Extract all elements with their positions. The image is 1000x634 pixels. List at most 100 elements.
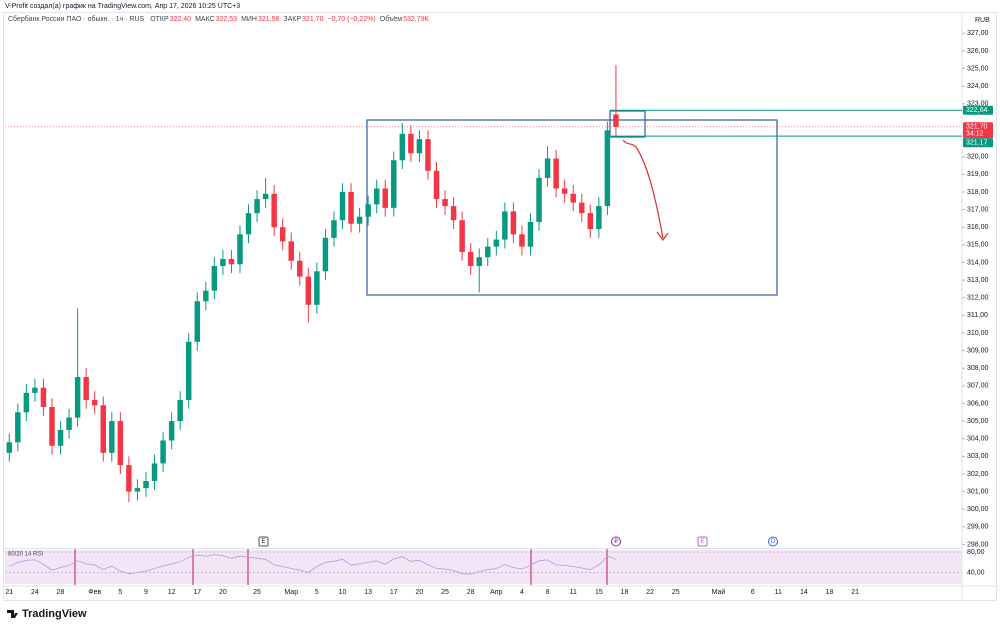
candle-body	[288, 241, 294, 261]
x-tick-label: 25	[672, 589, 680, 596]
y-tick-label: 320,00	[967, 154, 989, 161]
x-tick-label: 12	[168, 589, 176, 596]
candle-body	[382, 188, 388, 208]
candle-body	[23, 392, 30, 413]
y-tick-label: 308,00	[967, 365, 989, 372]
event-text: E	[700, 539, 704, 545]
candle-body	[117, 421, 124, 466]
y-tick-label: 299,00	[967, 524, 989, 531]
countdown: 34:12	[966, 131, 984, 138]
candle-body	[536, 177, 542, 222]
x-tick-label: 28	[467, 589, 475, 596]
candle-body	[425, 139, 431, 171]
candle-body	[502, 211, 508, 240]
event-text: D	[771, 539, 776, 545]
candle-body	[297, 260, 303, 277]
legend-label: Объём	[380, 15, 402, 23]
candle-body	[203, 290, 209, 302]
y-tick-label: 310,00	[967, 330, 989, 337]
candle-body	[40, 387, 47, 408]
event-badges: E ₽ E D	[258, 536, 778, 547]
candle-body	[348, 192, 354, 224]
candle-body	[467, 251, 474, 267]
candle-body	[66, 417, 72, 430]
symbol: Сбербанк России ПАО · обыкн. · 1ч · RUS	[8, 15, 145, 23]
candle-body	[134, 488, 141, 492]
legend-label: ОТКР	[150, 16, 169, 23]
legend-label: ЗАКР	[283, 16, 301, 23]
y-tick-label: 325,00	[967, 65, 989, 72]
candle-body	[391, 160, 397, 208]
x-tick-label: 21	[851, 589, 859, 596]
rsi-label: 80/20 14 RSI	[8, 552, 43, 558]
candle-body	[450, 206, 457, 221]
candle-body	[476, 257, 482, 267]
candle-body	[100, 405, 106, 453]
x-tick-label: Май	[712, 588, 726, 596]
legend-value: 321,58	[258, 16, 280, 23]
candle-body	[331, 220, 337, 238]
candle-body	[6, 442, 13, 453]
y-tick-label: 311,00	[967, 312, 988, 319]
legend-value: 321,70	[302, 16, 324, 23]
y-tick-label: 301,00	[967, 488, 989, 495]
candle-body	[245, 213, 252, 235]
event-text: E	[261, 539, 265, 545]
price-badge	[963, 105, 993, 115]
x-tick-label: 24	[31, 589, 39, 596]
candle-body	[579, 202, 585, 214]
y-tick-label: 319,00	[967, 171, 989, 178]
y-tick-label: 313,00	[967, 277, 989, 284]
candle-body	[459, 220, 465, 252]
candle-body	[220, 258, 226, 267]
x-tick-label: 14	[800, 589, 808, 596]
candle-body	[527, 221, 534, 247]
y-tick-label: 307,00	[967, 383, 989, 390]
rsi-line	[9, 554, 617, 575]
candle-body	[177, 399, 183, 422]
candle-body	[408, 133, 414, 154]
x-tick-label: 20	[416, 589, 424, 596]
y-tick-label: 318,00	[967, 189, 989, 196]
candle-body	[271, 193, 277, 228]
event-badge[interactable]	[258, 536, 269, 547]
x-tick-label: 25	[253, 589, 261, 596]
candle-body	[613, 114, 619, 127]
event-badge[interactable]	[611, 536, 621, 547]
event-badge[interactable]	[768, 536, 778, 547]
x-tick-label: Апр	[490, 589, 502, 596]
candle-body	[442, 199, 448, 207]
price-badge-text: 321,70	[966, 124, 988, 131]
price-badge	[963, 122, 993, 139]
candle-body	[254, 199, 260, 214]
x-tick-label: 25	[441, 589, 449, 596]
candle-body	[160, 440, 166, 464]
x-tick-label: Мар	[284, 589, 298, 596]
header: V-Profit создал(а) график на TradingView…	[5, 3, 240, 10]
candle-body	[211, 266, 218, 291]
x-tick-label: 11	[775, 589, 782, 596]
x-tick-label: 21	[5, 589, 13, 596]
candle-body	[279, 227, 286, 242]
rsi-band	[5, 550, 962, 584]
candle-body	[32, 387, 38, 393]
x-tick-label: 22	[646, 589, 654, 596]
x-tick-label: 10	[339, 589, 347, 596]
x-tick-label: 15	[595, 589, 603, 596]
y-tick-label: 314,00	[967, 259, 989, 266]
rsi-tick-label: 40,00	[967, 569, 985, 576]
price-badge-text: 321,17	[966, 140, 988, 147]
candle-body	[587, 213, 594, 230]
candle-body	[143, 481, 149, 489]
candle-body	[57, 429, 64, 446]
candle-body	[510, 211, 517, 235]
small-box	[609, 110, 646, 138]
event-badge[interactable]	[697, 536, 708, 547]
x-tick-label: Фев	[88, 589, 101, 596]
candle-body	[168, 421, 175, 441]
candle-body	[493, 239, 500, 247]
chart-frame	[3, 12, 997, 601]
y-tick-label: 315,00	[967, 242, 989, 249]
